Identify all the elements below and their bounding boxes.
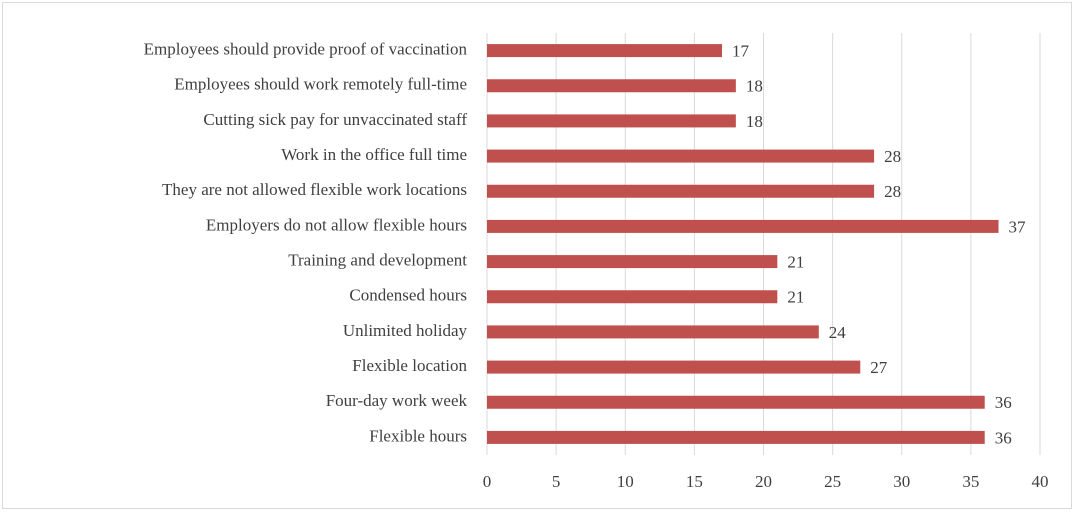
x-tick-label: 5 bbox=[552, 472, 561, 491]
x-tick-label: 20 bbox=[755, 472, 772, 491]
bar bbox=[487, 430, 985, 444]
y-tick-label: They are not allowed flexible work locat… bbox=[162, 180, 467, 199]
y-tick-label: Employees should provide proof of vaccin… bbox=[144, 39, 468, 58]
bar bbox=[487, 184, 875, 198]
bar bbox=[487, 395, 985, 409]
bar bbox=[487, 360, 861, 374]
y-tick-label: Employers do not allow flexible hours bbox=[206, 215, 467, 234]
data-label: 28 bbox=[884, 147, 901, 166]
x-tick-label: 35 bbox=[962, 472, 979, 491]
data-label: 37 bbox=[1009, 217, 1027, 236]
x-tick-label: 25 bbox=[824, 472, 841, 491]
x-tick-label: 40 bbox=[1032, 472, 1049, 491]
bar bbox=[487, 255, 778, 269]
data-label: 21 bbox=[787, 288, 804, 307]
data-label: 36 bbox=[995, 428, 1012, 447]
x-tick-label: 0 bbox=[483, 472, 492, 491]
data-label: 28 bbox=[884, 182, 901, 201]
bar bbox=[487, 114, 736, 128]
bar bbox=[487, 44, 723, 58]
y-tick-label: Flexible hours bbox=[369, 426, 467, 445]
y-tick-label: Cutting sick pay for unvaccinated staff bbox=[203, 110, 467, 129]
y-tick-label: Four-day work week bbox=[326, 391, 468, 410]
bar bbox=[487, 325, 819, 339]
y-tick-label: Unlimited holiday bbox=[343, 321, 468, 340]
data-label: 18 bbox=[746, 112, 763, 131]
y-tick-label: Work in the office full time bbox=[281, 145, 467, 164]
y-tick-label: Flexible location bbox=[352, 356, 467, 375]
data-label: 18 bbox=[746, 77, 763, 96]
y-tick-label: Condensed hours bbox=[349, 286, 467, 305]
x-tick-label: 15 bbox=[686, 472, 703, 491]
bar bbox=[487, 219, 999, 233]
y-tick-label: Training and development bbox=[288, 250, 467, 269]
x-tick-label: 10 bbox=[617, 472, 634, 491]
data-label: 36 bbox=[995, 393, 1012, 412]
y-tick-label: Employees should work remotely full-time bbox=[174, 75, 467, 94]
bar bbox=[487, 149, 875, 163]
x-tick-label: 30 bbox=[893, 472, 910, 491]
data-label: 24 bbox=[829, 323, 847, 342]
bar bbox=[487, 79, 736, 93]
data-label: 27 bbox=[870, 358, 888, 377]
bar bbox=[487, 290, 778, 304]
data-label: 21 bbox=[787, 252, 804, 271]
data-label: 17 bbox=[732, 41, 750, 60]
